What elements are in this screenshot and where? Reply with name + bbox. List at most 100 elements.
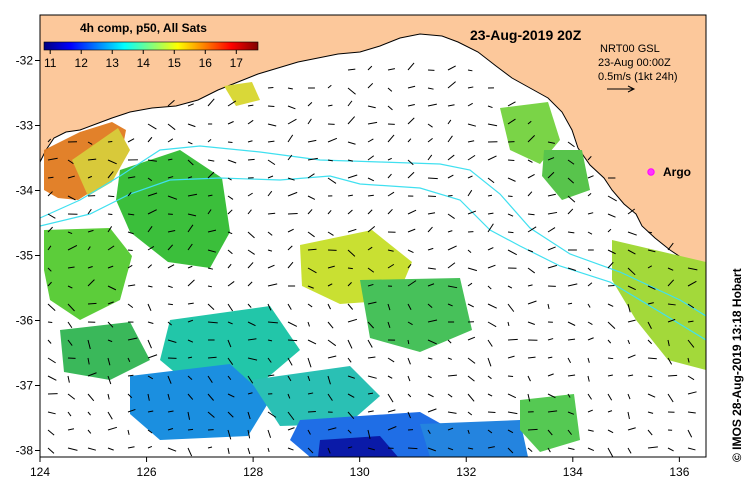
lat-axis: -32 -33 -34 -35 -36 -37 -38 <box>16 54 40 458</box>
current-vector <box>447 374 457 377</box>
current-vector <box>127 303 134 309</box>
current-vector <box>587 447 595 452</box>
current-vector <box>667 242 674 251</box>
current-vector <box>387 173 392 179</box>
current-vector <box>167 393 171 400</box>
current-vector <box>347 87 356 95</box>
current-vector <box>467 336 476 341</box>
lon-tick-label: 126 <box>137 465 157 479</box>
current-vector <box>587 375 590 382</box>
current-vector <box>247 209 252 215</box>
current-vector <box>607 284 615 287</box>
current-vector <box>327 231 334 236</box>
colorbar-ticks: 11 12 13 14 15 16 17 <box>44 50 243 70</box>
current-vector <box>647 375 653 378</box>
current-vector <box>267 283 278 287</box>
current-vector <box>247 231 255 239</box>
current-vector <box>587 429 594 432</box>
current-vector <box>507 429 514 434</box>
current-vector <box>287 105 296 110</box>
current-vector <box>587 193 592 197</box>
sst-patch-darkblue <box>318 436 398 457</box>
current-vector <box>607 447 614 457</box>
current-vector <box>427 138 433 143</box>
current-vector <box>307 195 316 200</box>
current-vector <box>107 447 114 451</box>
current-vector <box>307 285 314 289</box>
current-vector <box>287 303 292 310</box>
current-vector <box>267 374 275 377</box>
current-vector <box>267 264 275 269</box>
current-vector <box>427 429 431 434</box>
current-vector <box>287 191 298 197</box>
current-vector <box>307 209 313 215</box>
sst-patch-blue-3 <box>420 420 528 457</box>
current-vector <box>587 267 592 272</box>
current-vector <box>147 177 153 182</box>
current-vector <box>367 267 375 273</box>
current-vector <box>367 410 374 413</box>
current-vector <box>47 339 52 344</box>
current-vector <box>207 375 213 383</box>
lat-tick-label: -35 <box>16 249 34 263</box>
date-label: 23-Aug-2019 20Z <box>470 27 582 43</box>
current-vector <box>67 321 73 329</box>
current-vector <box>547 157 555 161</box>
current-vector <box>387 321 391 328</box>
current-vector <box>47 375 57 381</box>
current-vector <box>67 375 70 383</box>
current-vector <box>147 429 153 434</box>
current-vector <box>287 427 295 431</box>
current-vector <box>387 409 396 413</box>
current-vector <box>567 447 575 450</box>
current-vector <box>387 105 393 111</box>
current-vector <box>667 318 676 323</box>
current-vector <box>407 171 415 179</box>
current-vector <box>347 141 356 145</box>
current-vector <box>147 226 153 233</box>
current-vector <box>407 264 412 269</box>
current-vector <box>227 447 230 454</box>
current-vector <box>47 447 55 454</box>
current-vector <box>347 357 352 363</box>
current-vector <box>427 393 434 398</box>
current-vector <box>587 409 593 413</box>
current-vector <box>507 411 518 415</box>
lon-tick-label: 128 <box>243 465 263 479</box>
current-vector <box>387 426 397 431</box>
current-vector <box>427 247 434 251</box>
current-vector <box>227 263 232 269</box>
current-vector <box>607 261 614 269</box>
current-vector <box>547 227 556 233</box>
current-vector <box>127 446 135 449</box>
current-vector <box>67 231 73 235</box>
current-vector <box>87 141 93 145</box>
current-vector <box>507 355 515 359</box>
current-vector <box>327 393 333 401</box>
current-vector <box>547 429 553 436</box>
current-vector <box>47 191 53 197</box>
current-vector <box>207 446 213 449</box>
current-vector <box>447 135 453 143</box>
current-vector <box>507 303 515 312</box>
current-vector <box>527 356 536 359</box>
current-vector <box>687 357 690 363</box>
current-vector <box>627 285 636 291</box>
current-vector <box>307 392 314 395</box>
current-vector <box>667 279 675 287</box>
lat-tick-label: -37 <box>16 379 34 393</box>
current-vector <box>387 134 395 143</box>
current-vector <box>327 427 337 431</box>
current-vector <box>267 159 276 166</box>
lon-tick-label: 130 <box>350 465 370 479</box>
current-vector <box>567 267 577 271</box>
current-vector <box>67 393 76 400</box>
current-vector <box>647 265 653 269</box>
current-vector <box>187 428 194 431</box>
current-vector <box>127 284 136 287</box>
current-vector <box>127 408 136 413</box>
current-vector <box>67 266 75 269</box>
colorbar-tick-label: 15 <box>168 56 182 70</box>
current-vector <box>527 447 533 452</box>
lat-tick-label: -36 <box>16 314 34 328</box>
